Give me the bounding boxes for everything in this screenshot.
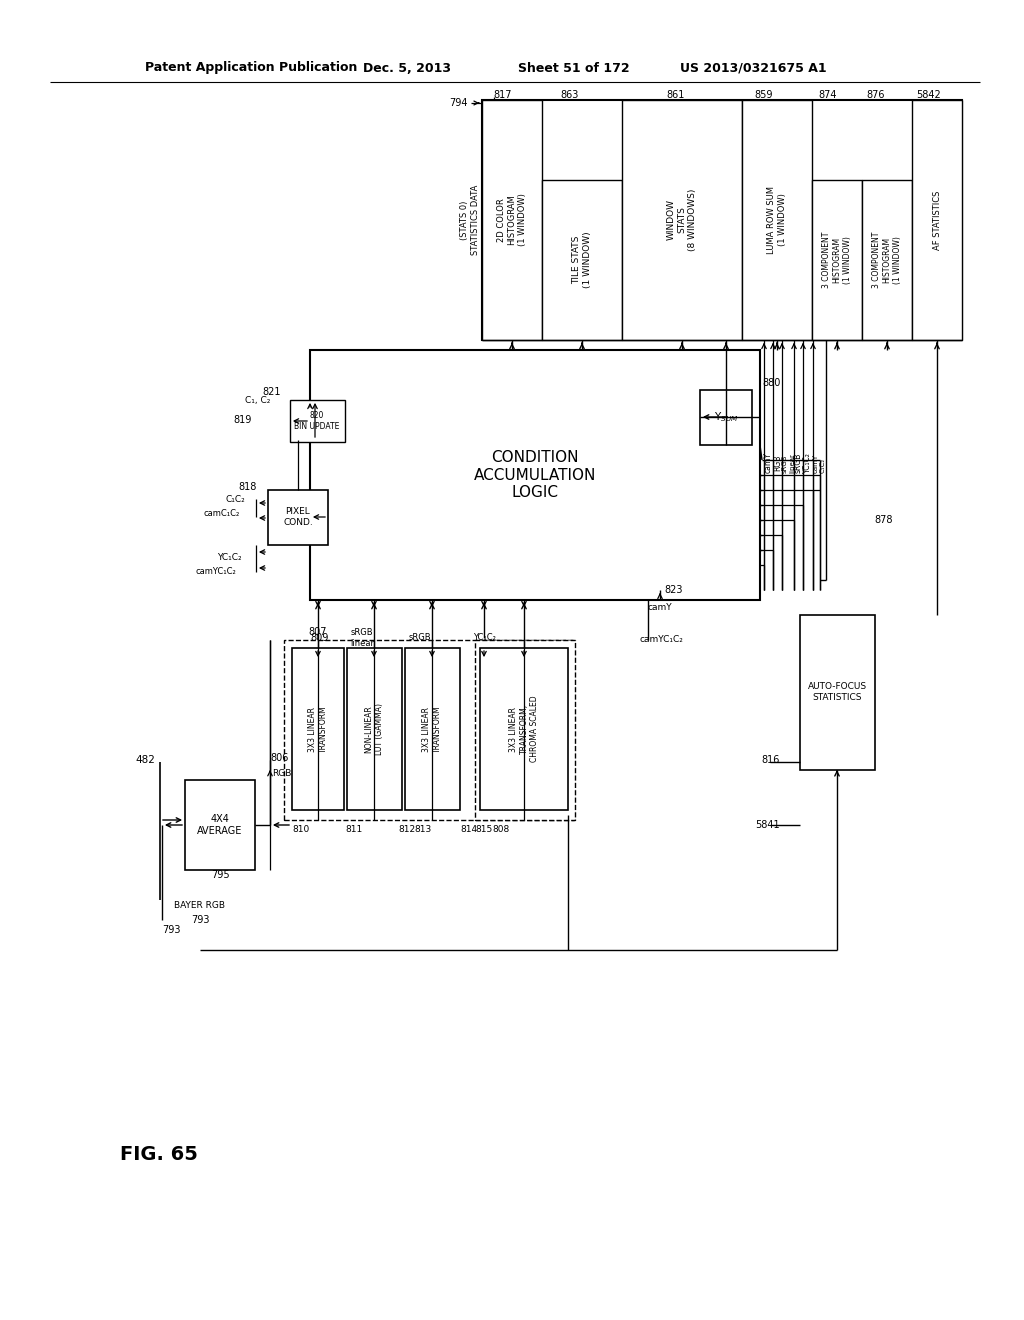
Text: 810: 810 [292,825,309,834]
Text: 3X3 LINEAR
TRANSFORM: 3X3 LINEAR TRANSFORM [422,705,441,752]
Text: 818: 818 [239,482,257,492]
Text: AUTO-FOCUS
STATISTICS: AUTO-FOCUS STATISTICS [808,682,866,702]
Text: Patent Application Publication: Patent Application Publication [145,62,357,74]
Text: CONDITION
ACCUMULATION
LOGIC: CONDITION ACCUMULATION LOGIC [474,450,596,500]
Text: 4X4
AVERAGE: 4X4 AVERAGE [198,814,243,836]
Text: 874: 874 [818,90,837,100]
Text: 823: 823 [664,585,683,595]
Text: 816: 816 [762,755,780,766]
Text: 482: 482 [135,755,155,766]
Bar [812,180,862,341]
Text: 794: 794 [450,98,468,108]
Text: 815: 815 [475,825,493,834]
Text: 863: 863 [560,90,579,100]
Bar [292,648,344,810]
Text: camY: camY [764,453,773,474]
Text: 861: 861 [666,90,684,100]
Text: camY
C₁C₂: camY C₁C₂ [813,454,826,473]
Text: PIXEL
COND.: PIXEL COND. [283,507,313,527]
Text: 813: 813 [414,825,431,834]
Text: 3 COMPONENT
HISTOGRAM
(1 WINDOW): 3 COMPONENT HISTOGRAM (1 WINDOW) [872,232,902,288]
Text: US 2013/0321675 A1: US 2013/0321675 A1 [680,62,826,74]
Text: 809: 809 [310,634,329,643]
Text: 819: 819 [233,414,252,425]
Bar [290,400,345,442]
Bar [742,100,812,341]
Bar [912,100,962,341]
Bar [482,100,542,341]
Bar [862,180,912,341]
Bar [268,490,328,545]
Text: LUMA ROW SUM
(1 WINDOW): LUMA ROW SUM (1 WINDOW) [767,186,786,253]
Text: 795: 795 [211,870,229,880]
Text: YC₁C₂: YC₁C₂ [217,553,242,561]
Bar [475,640,575,820]
Text: camY: camY [648,602,673,611]
Text: 806: 806 [270,752,289,763]
Text: (STATS 0)
STATISTICS DATA: (STATS 0) STATISTICS DATA [461,185,479,255]
Text: 821: 821 [262,387,281,397]
Text: 793: 793 [190,915,209,925]
Text: BAYER RGB: BAYER RGB [174,900,225,909]
Text: NON-LINEAR
LUT (GAMMA): NON-LINEAR LUT (GAMMA) [365,704,384,755]
Text: AF STATISTICS: AF STATISTICS [933,190,941,249]
Bar [347,648,402,810]
Text: 3X3 LINEAR
TRANSFORM: 3X3 LINEAR TRANSFORM [308,705,328,752]
Text: sRGB: sRGB [794,453,803,473]
Bar [800,615,874,770]
Text: camC₁C₂: camC₁C₂ [204,510,240,519]
Text: 808: 808 [492,825,509,834]
Text: 3 COMPONENT
HISTOGRAM
(1 WINDOW): 3 COMPONENT HISTOGRAM (1 WINDOW) [822,232,852,288]
Bar [406,648,460,810]
Text: Sheet 51 of 172: Sheet 51 of 172 [518,62,630,74]
Text: camYC₁C₂: camYC₁C₂ [196,568,236,577]
Text: Dec. 5, 2013: Dec. 5, 2013 [362,62,451,74]
Bar [622,100,742,341]
Bar [700,389,752,445]
Bar [185,780,255,870]
Text: sRGB: sRGB [409,634,431,643]
Text: sRGB
linear: sRGB linear [782,453,795,473]
Text: 859: 859 [754,90,772,100]
Text: 5841: 5841 [756,820,780,830]
Text: YC₁C₂: YC₁C₂ [803,453,812,474]
Text: 811: 811 [345,825,362,834]
Text: C₁, C₂: C₁, C₂ [245,396,270,404]
Text: 880: 880 [762,378,780,388]
Text: C₁C₂: C₁C₂ [225,495,245,503]
Text: TILE STATS
(1 WINDOW): TILE STATS (1 WINDOW) [572,232,592,288]
Text: 878: 878 [874,515,893,525]
Text: 820
BIN UPDATE: 820 BIN UPDATE [294,412,340,430]
Bar [482,100,962,341]
Text: sRGB
linear: sRGB linear [350,628,374,648]
Text: 812: 812 [398,825,415,834]
Text: YC₁C₂: YC₁C₂ [472,634,496,643]
Text: RGB: RGB [272,770,292,779]
Text: 5842: 5842 [916,90,941,100]
Text: 3X3 LINEAR
TRANSFORM,
CHROMA SCALED: 3X3 LINEAR TRANSFORM, CHROMA SCALED [509,696,539,763]
Text: camYC₁C₂: camYC₁C₂ [640,635,684,644]
Text: 876: 876 [866,90,885,100]
Text: Y$_{SUM}$: Y$_{SUM}$ [714,411,738,424]
Text: WINDOW
STATS
(8 WINDOWS): WINDOW STATS (8 WINDOWS) [667,189,697,251]
Text: FIG. 65: FIG. 65 [120,1146,198,1164]
Text: 793: 793 [162,925,180,935]
Text: 814: 814 [460,825,477,834]
Text: 817: 817 [493,90,512,100]
Bar [310,350,760,601]
Bar [480,648,568,810]
Bar [542,180,622,341]
Bar [284,640,574,820]
Text: 2D COLOR
HISTOGRAM
(1 WINDOW): 2D COLOR HISTOGRAM (1 WINDOW) [497,194,527,247]
Text: RGB: RGB [773,455,782,471]
Text: 807: 807 [308,627,327,638]
